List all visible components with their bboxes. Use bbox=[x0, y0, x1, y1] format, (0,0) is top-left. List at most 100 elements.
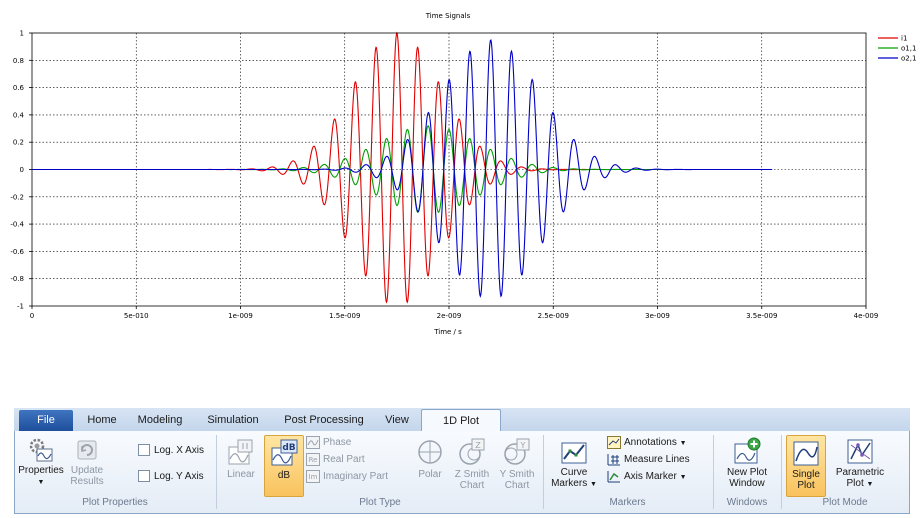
x-tick-label: 4e-009 bbox=[854, 312, 879, 320]
y-smith-chart-button[interactable]: Y Y Smith Chart bbox=[496, 437, 538, 491]
svg-text:Im: Im bbox=[309, 473, 318, 481]
axis-layer: 0 5e-010 1e-009 1.5e-009 2e-009 2.5e-009 3e-00… bbox=[10, 30, 878, 321]
x-tick-label: 0 bbox=[30, 312, 34, 320]
new-plot-label-2: Window bbox=[729, 478, 765, 489]
real-part-button[interactable]: Re Real Part bbox=[306, 453, 365, 467]
single-plot-button[interactable]: Single Plot bbox=[786, 435, 826, 497]
imaginary-part-label: Imaginary Part bbox=[323, 471, 389, 483]
phase-icon bbox=[306, 436, 320, 449]
time-signals-plot[interactable]: Time Signals 0 5e-010 1e-009 1.5e-009 2e-009… bbox=[0, 0, 922, 350]
y-smith-chart-icon: Y bbox=[504, 438, 530, 465]
y-tick-label: 0.4 bbox=[13, 111, 25, 119]
legend-label: i1 bbox=[901, 35, 907, 43]
single-plot-label-2: Plot bbox=[797, 480, 815, 491]
parametric-plot-button[interactable]: Parametric Plot ▼ bbox=[829, 437, 891, 490]
y-tick-label: 1 bbox=[20, 30, 24, 38]
log-x-axis-checkbox[interactable]: Log. X Axis bbox=[138, 444, 204, 458]
measure-lines-label: Measure Lines bbox=[624, 454, 690, 466]
linear-button[interactable]: Linear bbox=[221, 437, 261, 480]
measure-lines-icon bbox=[607, 454, 620, 466]
db-icon: dB bbox=[271, 439, 298, 466]
z-smith-chart-icon: Z bbox=[459, 438, 485, 465]
group-label-plot-mode: Plot Mode bbox=[822, 497, 868, 508]
phase-button[interactable]: Phase bbox=[306, 436, 351, 450]
annotations-button[interactable]: Annotations ▼ bbox=[607, 436, 687, 450]
svg-text:Z: Z bbox=[475, 441, 481, 450]
y-tick-label: -0.8 bbox=[10, 275, 24, 283]
chevron-down-icon: ▼ bbox=[679, 440, 687, 448]
imaginary-part-icon: Im bbox=[306, 470, 320, 483]
linear-icon bbox=[228, 439, 253, 465]
update-results-label-1: Update bbox=[70, 465, 104, 476]
db-label: dB bbox=[277, 470, 291, 481]
group-separator bbox=[543, 435, 544, 509]
x-tick-label: 2e-009 bbox=[437, 312, 462, 320]
annotations-icon bbox=[607, 436, 621, 449]
axis-marker-label: Axis Marker bbox=[624, 471, 677, 483]
real-part-label: Real Part bbox=[323, 454, 365, 466]
z-smith-label-1: Z Smith bbox=[454, 469, 490, 480]
single-plot-label-1: Single bbox=[792, 469, 820, 480]
y-tick-label: -0.4 bbox=[10, 221, 24, 229]
group-separator bbox=[713, 435, 714, 509]
x-axis-label: Time / s bbox=[433, 328, 462, 336]
x-tick-label: 1.5e-009 bbox=[329, 312, 360, 320]
x-tick-label: 5e-010 bbox=[124, 312, 149, 320]
new-plot-window-button[interactable]: New Plot Window bbox=[719, 437, 775, 489]
linear-label: Linear bbox=[227, 469, 255, 480]
chart-svg: Time Signals 0 5e-010 1e-009 1.5e-009 2e-009… bbox=[10, 12, 916, 336]
group-label-markers: Markers bbox=[609, 497, 646, 508]
properties-label: Properties bbox=[18, 465, 64, 476]
tab-home[interactable]: Home bbox=[87, 414, 117, 426]
y-tick-label: 0.8 bbox=[13, 57, 24, 65]
chart-title: Time Signals bbox=[425, 12, 471, 20]
tab-post-processing[interactable]: Post Processing bbox=[284, 414, 364, 426]
new-plot-label-1: New Plot bbox=[726, 467, 767, 478]
tab-1d-plot[interactable]: 1D Plot bbox=[421, 409, 501, 432]
axis-marker-button[interactable]: Axis Marker ▼ bbox=[607, 470, 687, 484]
polar-label: Polar bbox=[418, 469, 442, 480]
x-tick-label: 2.5e-009 bbox=[538, 312, 569, 320]
log-y-axis-checkbox[interactable]: Log. Y Axis bbox=[138, 470, 204, 484]
tab-modeling[interactable]: Modeling bbox=[137, 414, 183, 426]
single-plot-icon bbox=[793, 441, 819, 466]
checkbox-icon bbox=[138, 470, 150, 483]
x-tick-label: 3.5e-009 bbox=[746, 312, 777, 320]
chevron-down-icon: ▼ bbox=[589, 481, 597, 488]
svg-text:dB: dB bbox=[282, 443, 295, 453]
legend: i1 o1,1 o2,1 bbox=[878, 35, 916, 63]
x-tick-label: 3e-009 bbox=[645, 312, 670, 320]
y-tick-label: -0.6 bbox=[10, 248, 24, 256]
group-separator bbox=[216, 435, 217, 509]
curve-markers-icon bbox=[561, 442, 587, 464]
checkbox-icon bbox=[138, 444, 150, 457]
polar-button[interactable]: Polar bbox=[413, 437, 447, 480]
curve-markers-label-2: Markers bbox=[551, 478, 588, 489]
imaginary-part-button[interactable]: Im Imaginary Part bbox=[306, 470, 388, 484]
tab-view[interactable]: View bbox=[385, 414, 409, 426]
y-tick-label: 0 bbox=[20, 166, 24, 174]
parametric-plot-label-2: Plot bbox=[846, 478, 864, 489]
y-smith-label-2: Chart bbox=[504, 480, 530, 491]
axis-marker-icon bbox=[607, 471, 620, 483]
group-label-windows: Windows bbox=[726, 497, 768, 508]
update-results-label-2: Results bbox=[70, 476, 104, 487]
chevron-down-icon: ▼ bbox=[679, 474, 687, 482]
phase-label: Phase bbox=[323, 437, 352, 449]
polar-icon bbox=[418, 440, 442, 464]
parametric-plot-label-1: Parametric bbox=[835, 467, 885, 478]
db-button[interactable]: dB dB bbox=[264, 435, 304, 497]
tab-simulation[interactable]: Simulation bbox=[207, 414, 259, 426]
curve-markers-button[interactable]: Curve Markers ▼ bbox=[550, 437, 598, 490]
real-part-icon: Re bbox=[306, 453, 320, 466]
measure-lines-button[interactable]: Measure Lines bbox=[607, 453, 690, 467]
y-tick-label: 0.2 bbox=[13, 139, 24, 147]
z-smith-chart-button[interactable]: Z Z Smith Chart bbox=[451, 437, 493, 491]
legend-label: o2,1 bbox=[901, 55, 916, 63]
ribbon-tab-bar: File Home Modeling Simulation Post Proce… bbox=[14, 408, 910, 432]
tab-file[interactable]: File bbox=[19, 410, 73, 431]
log-x-axis-label: Log. X Axis bbox=[154, 445, 205, 456]
update-results-button[interactable]: Update Results bbox=[67, 437, 107, 487]
properties-button[interactable]: Properties ▼ bbox=[17, 437, 65, 488]
z-smith-label-2: Chart bbox=[459, 480, 485, 491]
